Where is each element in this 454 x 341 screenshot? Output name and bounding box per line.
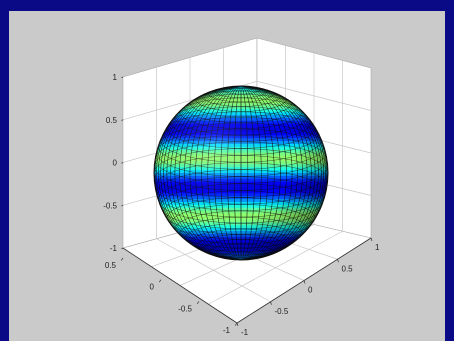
grid-line-floor xyxy=(208,230,343,305)
tick-labels: 1 0.5 0 -0.5 -1 0.5 0 -0.5 -1 -1 -0.5 0 0.5 1 xyxy=(103,73,380,337)
y-tick-label: -1 xyxy=(223,326,231,335)
x-tick-mark xyxy=(370,237,373,242)
z-tick-label: -1 xyxy=(110,244,118,253)
x-tick-mark xyxy=(236,322,239,327)
sphere-surface xyxy=(154,86,328,260)
grid-line-z xyxy=(122,80,372,121)
x-tick-mark xyxy=(337,259,339,263)
y-tick-mark xyxy=(234,322,238,326)
z-tick-mark xyxy=(121,119,124,121)
y-tick-label: 0 xyxy=(150,283,155,292)
z-tick-mark xyxy=(121,162,124,164)
x-tick-label: 1 xyxy=(375,243,380,252)
sphere-outline xyxy=(153,85,329,261)
x-tick-label: 0.5 xyxy=(342,264,354,273)
x-tick-mark xyxy=(303,280,306,284)
z-tick-mark xyxy=(121,76,124,79)
z-tick-label: 0.5 xyxy=(106,116,118,125)
y-tick-mark xyxy=(196,301,200,305)
y-tick-label: 0.5 xyxy=(105,261,117,270)
z-tick-label: 0 xyxy=(113,159,118,168)
y-tick-label: -0.5 xyxy=(178,304,192,313)
z-tick-mark xyxy=(121,247,124,250)
surface-plot: 1 0.5 0 -0.5 -1 0.5 0 -0.5 -1 -1 -0.5 0 0.5 1 xyxy=(103,37,380,337)
z-tick-mark xyxy=(121,204,124,207)
x-tick-label: 0 xyxy=(308,286,313,295)
y-tick-mark xyxy=(158,279,162,283)
z-tick-label: -0.5 xyxy=(103,201,117,210)
y-tick-mark xyxy=(120,257,124,261)
z-tick-label: 1 xyxy=(113,73,118,82)
x-tick-label: -0.5 xyxy=(275,307,289,316)
x-tick-label: -1 xyxy=(241,328,249,337)
axis-line xyxy=(122,247,238,324)
figure-window: 1 0.5 0 -0.5 -1 0.5 0 -0.5 -1 -1 -0.5 0 0.5 1 xyxy=(9,11,445,341)
x-tick-mark xyxy=(270,301,272,305)
